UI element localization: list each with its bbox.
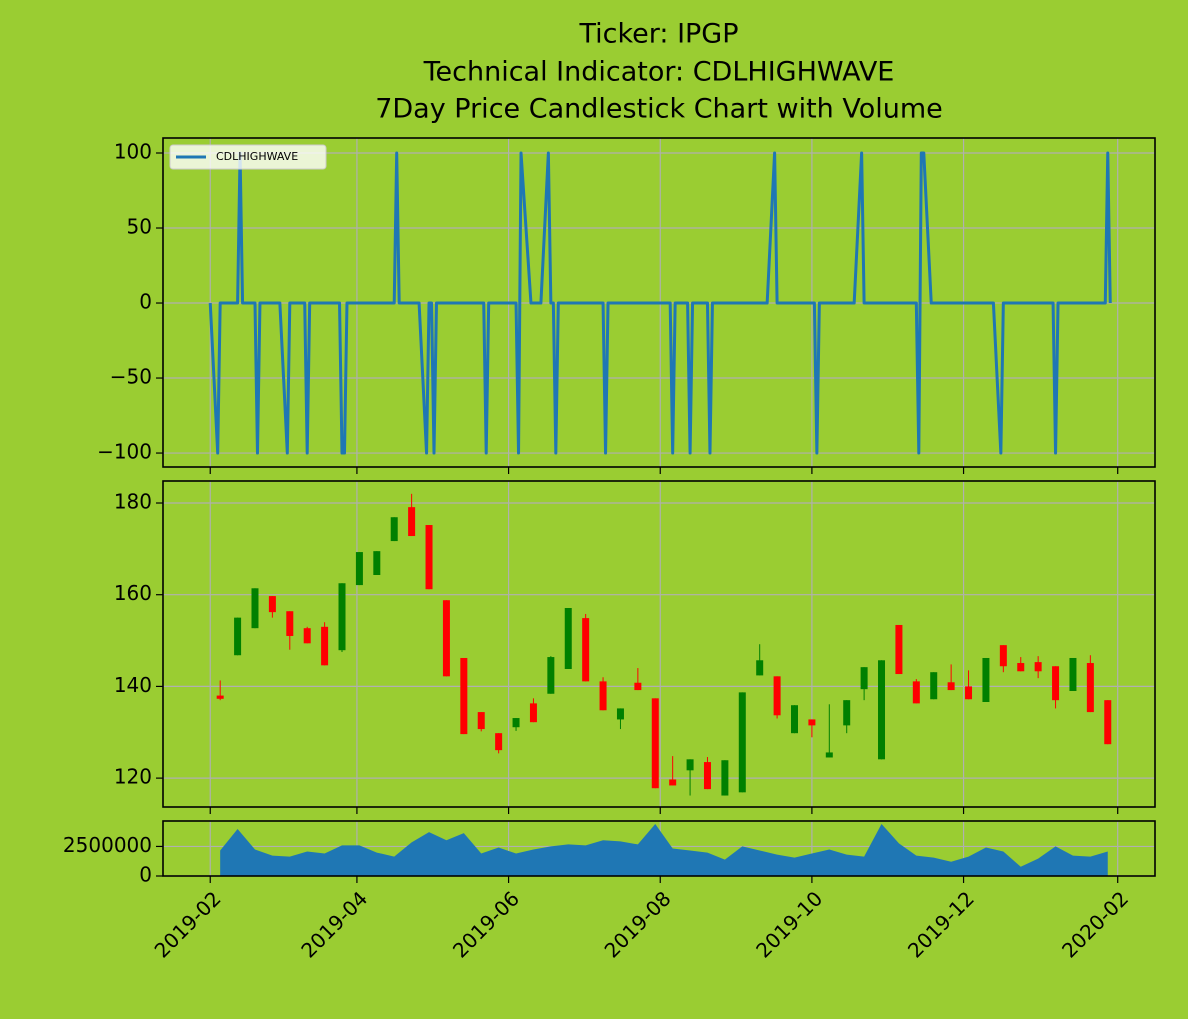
candle-body	[599, 681, 607, 711]
plot-area	[163, 821, 1155, 876]
candle-body	[547, 657, 555, 694]
candle-body	[1086, 663, 1094, 713]
candle-body	[460, 657, 468, 735]
candle-body	[965, 686, 973, 700]
candle-body	[616, 708, 624, 720]
candle-body	[651, 698, 659, 789]
chart-title: Technical Indicator: CDLHIGHWAVE	[423, 57, 895, 88]
candle-body	[999, 645, 1007, 667]
candle-body	[634, 682, 642, 691]
axes-frame	[162, 820, 1156, 877]
candle-body	[373, 551, 381, 575]
candle-body	[773, 676, 781, 716]
candle-body	[303, 628, 311, 644]
candle-body	[843, 700, 851, 726]
candle-body	[738, 692, 746, 793]
legend: CDLHIGHWAVE	[169, 144, 327, 170]
candle-body	[216, 695, 224, 699]
candle-body	[860, 667, 868, 690]
candle-body	[582, 618, 590, 682]
candle-body	[1017, 663, 1025, 672]
y-tick-label: 2500000	[63, 833, 152, 857]
y-tick-label: 0	[139, 290, 152, 314]
candle-body	[408, 507, 416, 537]
candle-body	[912, 681, 920, 704]
candle-body	[442, 600, 450, 677]
legend-label: CDLHIGHWAVE	[216, 150, 298, 163]
candle-body	[686, 759, 694, 771]
candle-body	[251, 588, 259, 629]
candle-body	[947, 682, 955, 691]
candle-body	[790, 705, 798, 734]
candle-body	[825, 752, 833, 758]
candle-body	[234, 617, 242, 656]
axes-frame	[162, 480, 1156, 808]
candle-body	[1104, 700, 1112, 745]
candle-body	[564, 608, 572, 669]
candle-body	[703, 762, 711, 790]
y-tick-label: 0	[139, 863, 152, 887]
candle-body	[669, 779, 677, 786]
candle-body	[268, 596, 276, 613]
candle-body	[529, 703, 537, 723]
volume-area	[220, 823, 1108, 876]
candle-body	[390, 517, 398, 542]
plot-area	[163, 481, 1155, 807]
y-tick-label: 50	[127, 215, 152, 239]
candle-body	[338, 583, 346, 651]
legend-box	[169, 144, 327, 170]
y-tick-label: 160	[114, 581, 152, 605]
y-tick-label: 140	[114, 673, 152, 697]
y-tick-label: 120	[114, 765, 152, 789]
y-tick-label: −50	[110, 365, 152, 389]
indicator-line	[208, 151, 1112, 455]
candle-body	[495, 733, 503, 751]
candle-body	[355, 552, 363, 586]
candle-body	[756, 660, 764, 676]
candle-body	[512, 718, 520, 728]
y-tick-label: 180	[114, 490, 152, 514]
candle-body	[982, 657, 990, 703]
chart-title: Ticker: IPGP	[578, 19, 738, 50]
candle-body	[808, 719, 816, 726]
candle-body	[477, 712, 485, 730]
candle-body	[721, 760, 729, 796]
candle-body	[425, 525, 433, 590]
candle-body	[286, 611, 294, 636]
y-tick-label: −100	[97, 440, 152, 464]
chart-title: 7Day Price Candlestick Chart with Volume	[375, 94, 943, 125]
candle-body	[895, 624, 903, 675]
candle-body	[878, 660, 886, 760]
candle-body	[1069, 657, 1077, 691]
candle-body	[930, 672, 938, 700]
plot-area	[163, 138, 1155, 467]
candle-body	[1034, 662, 1042, 672]
y-tick-label: 100	[114, 140, 152, 164]
axes-frame	[162, 137, 1156, 468]
candle-body	[321, 626, 329, 666]
candle-body	[1052, 666, 1060, 701]
